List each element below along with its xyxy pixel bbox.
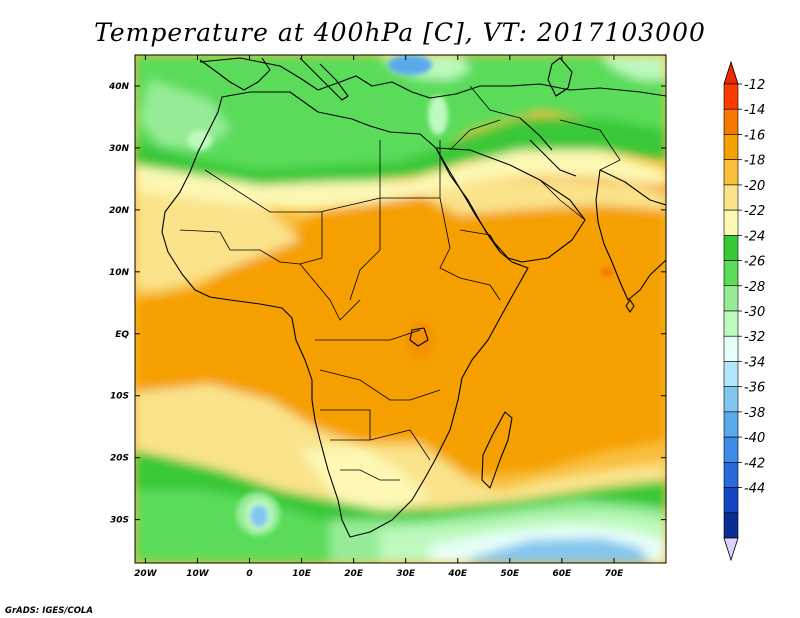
y-tick-label: 20N xyxy=(109,206,130,216)
colorbar-box xyxy=(723,108,739,135)
colorbar-box xyxy=(723,361,739,387)
colorbar-box xyxy=(723,310,739,337)
colorbar-label: -38 xyxy=(744,406,765,421)
colorbar-box xyxy=(723,83,739,110)
colorbar-box xyxy=(723,335,739,362)
y-tick-label: 10S xyxy=(110,392,129,402)
colorbar-box xyxy=(723,386,739,413)
country-borders xyxy=(179,85,621,481)
colorbar-label: -34 xyxy=(744,355,765,370)
colorbar-box xyxy=(723,159,739,186)
x-tick-label: 20E xyxy=(344,569,364,579)
colorbar-box xyxy=(723,512,739,539)
grads-credit: GrADS: IGES/COLA xyxy=(5,606,93,616)
colorbar-label: -20 xyxy=(744,179,765,194)
colorbar-box xyxy=(723,209,739,236)
y-tick-label: 10N xyxy=(109,268,130,278)
colorbar-box xyxy=(723,235,739,261)
colorbar-label: -14 xyxy=(744,103,765,118)
x-tick-label: 70E xyxy=(605,569,625,579)
colorbar-box xyxy=(723,260,739,287)
colorbar-top-arrow xyxy=(723,60,739,85)
colorbar-box xyxy=(723,134,739,160)
colorbar-label: -40 xyxy=(744,431,765,446)
colorbar-box xyxy=(723,411,739,438)
y-tick-label: 20S xyxy=(110,454,129,464)
colorbar-label: -12 xyxy=(744,78,765,93)
x-tick-label: 60E xyxy=(553,569,573,579)
colorbar-label: -24 xyxy=(744,229,765,244)
x-tick-label: 0 xyxy=(246,569,252,579)
colorbar-box xyxy=(723,487,739,514)
x-tick-label: 50E xyxy=(500,569,520,579)
x-tick-label: 40E xyxy=(447,569,468,579)
colorbar-bottom-arrow xyxy=(723,537,739,562)
colorbar-label: -22 xyxy=(744,204,765,219)
colorbar-label: -26 xyxy=(744,255,765,270)
colorbar-label: -44 xyxy=(744,482,765,497)
colorbar-legend: -12 -14 -16 -18 -20 -22 -24 -26 -28 -30 -32 -34 -36 -… xyxy=(723,60,765,562)
colorbar-label: -30 xyxy=(744,305,765,320)
temperature-map: 20W 10W 0 10E 20E 30E 40E 50E 60E 70E 40N 30N 20N 10N… xyxy=(108,54,667,579)
temperature-field xyxy=(135,55,666,563)
chart-title: Temperature at 400hPa [C], VT: 201710300… xyxy=(94,18,706,47)
x-tick-label: 10W xyxy=(186,569,210,579)
map-frame xyxy=(134,54,667,564)
colorbar-label: -36 xyxy=(744,381,765,396)
y-tick-label: 30S xyxy=(110,516,129,526)
colorbar-box xyxy=(723,184,739,211)
y-tick-label: EQ xyxy=(115,330,129,340)
colorbar-box xyxy=(723,436,739,463)
x-tick-label: 10E xyxy=(292,569,312,579)
map-axis-ticks: 20W 10W 0 10E 20E 30E 40E 50E 60E 70E 40N 30N 20N 10N… xyxy=(108,55,666,579)
colorbar-label: -42 xyxy=(744,456,765,471)
x-tick-label: 20W xyxy=(134,569,158,579)
y-tick-label: 40N xyxy=(108,82,130,92)
colorbar-label: -32 xyxy=(744,330,765,345)
colorbar-label: -18 xyxy=(744,154,765,169)
colorbar-box xyxy=(723,285,739,312)
coastlines xyxy=(161,57,666,538)
colorbar-label: -28 xyxy=(744,280,765,295)
colorbar-label: -16 xyxy=(744,128,765,143)
x-tick-label: 30E xyxy=(396,569,416,579)
y-tick-label: 30N xyxy=(109,144,130,154)
colorbar-box xyxy=(723,462,739,488)
